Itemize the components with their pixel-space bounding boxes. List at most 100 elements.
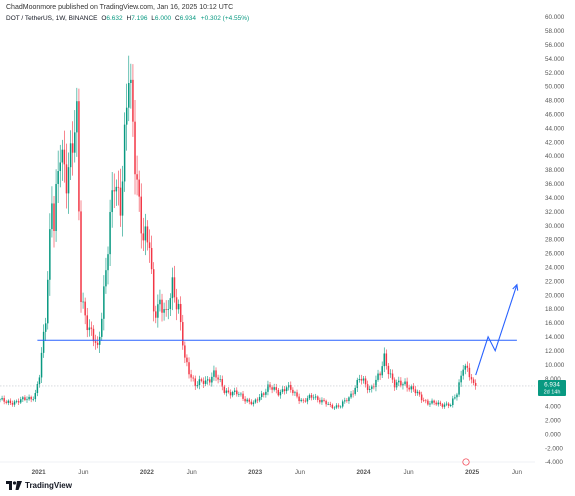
candle-body: [402, 384, 404, 386]
candle-body: [329, 403, 332, 405]
candle-body: [211, 376, 213, 383]
symbol-info: DOT / TetherUS, 1W, BINANCE O6.632 H7.19…: [6, 15, 249, 22]
candle-body: [472, 379, 475, 383]
candle-body: [138, 179, 140, 197]
projection-path: [475, 284, 518, 376]
y-tick-label: 8.000: [545, 376, 561, 383]
candle-body: [90, 327, 93, 329]
candle-body: [206, 379, 209, 381]
candle-body: [92, 328, 95, 342]
candle-body: [408, 387, 410, 390]
candle-body: [302, 399, 305, 401]
candle-body: [352, 393, 354, 395]
change-value: +0.302 (+4.55%): [200, 15, 250, 22]
y-tick-label: 54.000: [545, 56, 565, 63]
candle-body: [71, 143, 74, 153]
candle-body: [296, 392, 298, 397]
candle-body: [82, 301, 84, 303]
y-tick-label: 46.000: [545, 112, 565, 119]
y-tick-label: 60.000: [545, 14, 565, 21]
candle-body: [105, 270, 107, 287]
y-tick-label: 14.000: [545, 334, 565, 341]
candle-body: [123, 124, 126, 182]
candle-body: [136, 174, 138, 180]
candle-body: [219, 379, 221, 380]
y-tick-label: 48.000: [545, 98, 565, 105]
x-axis[interactable]: 2021 Jun 2022 Jun 2023 Jun 2024 Jun 2025 Jun: [0, 461, 535, 476]
candle-body: [49, 229, 51, 280]
y-tick-label: 20.000: [545, 292, 565, 299]
y-axis[interactable]: -4.000-2.0000.0002.0004.0006.0008.00010.…: [545, 14, 565, 466]
x-tick-label: Jun: [404, 469, 415, 476]
candle-body: [57, 171, 59, 184]
candle-body: [125, 107, 128, 125]
candle-body: [389, 373, 392, 375]
y-tick-label: 44.000: [545, 125, 565, 132]
candle-body: [227, 390, 230, 393]
candle-body: [169, 298, 172, 310]
candle-body: [86, 315, 88, 331]
candle-body: [420, 394, 423, 401]
candle-body: [335, 405, 338, 408]
candle-body: [443, 404, 446, 407]
candle-body: [165, 309, 167, 310]
candle-body: [20, 399, 22, 403]
candle-body: [333, 407, 336, 409]
candle-body: [439, 402, 442, 405]
candle-body: [231, 391, 234, 396]
candle-body: [236, 390, 238, 395]
candle-body: [387, 365, 390, 375]
candle-body: [221, 379, 223, 387]
candle-body: [437, 402, 440, 405]
candle-body: [223, 386, 226, 393]
y-tick-label: -2.000: [545, 445, 563, 452]
candle-body: [17, 401, 20, 403]
candle-body: [364, 378, 367, 385]
candle-body: [140, 196, 142, 234]
y-tick-label: 42.000: [545, 139, 565, 146]
candle-body: [427, 400, 429, 405]
candle-body: [391, 373, 394, 380]
candle-body: [433, 400, 435, 403]
candle-body: [121, 181, 124, 216]
candle-body: [3, 398, 5, 402]
candle-body: [88, 327, 91, 331]
x-tick-label: Jun: [512, 469, 523, 476]
symbol-name[interactable]: DOT / TetherUS, 1W, BINANCE: [6, 15, 98, 22]
candle-body: [356, 379, 359, 388]
candle-body: [38, 377, 41, 385]
candle-body: [9, 400, 12, 404]
y-tick-label: 52.000: [545, 70, 565, 77]
candle-body: [113, 190, 115, 192]
candle-body: [229, 392, 232, 396]
candle-body: [42, 331, 45, 353]
candle-body: [238, 394, 240, 395]
y-tick-label: 16.000: [545, 320, 565, 327]
candle-body: [26, 399, 28, 401]
projection-arrowhead: [512, 283, 519, 291]
brand-name: TradingView: [25, 481, 72, 490]
candle-body: [325, 400, 327, 405]
candle-body: [242, 393, 244, 399]
candle-body: [74, 132, 76, 153]
candle-body: [132, 79, 134, 122]
overlays: [0, 283, 535, 387]
candle-body: [11, 403, 14, 405]
candle-body: [292, 389, 294, 394]
candle-body: [22, 397, 24, 400]
candle-body: [431, 400, 433, 404]
high-label: H: [126, 15, 132, 22]
brand-footer[interactable]: TradingView: [6, 481, 72, 490]
candle-body: [202, 380, 205, 384]
candle-body: [53, 203, 55, 232]
candle-body: [177, 303, 180, 310]
candle-body: [101, 318, 103, 337]
candle-body: [277, 389, 280, 396]
candle-body: [416, 391, 419, 394]
candle-body: [323, 399, 325, 401]
candle-body: [204, 380, 207, 384]
candle-body: [406, 381, 408, 388]
candle-body: [225, 390, 228, 393]
